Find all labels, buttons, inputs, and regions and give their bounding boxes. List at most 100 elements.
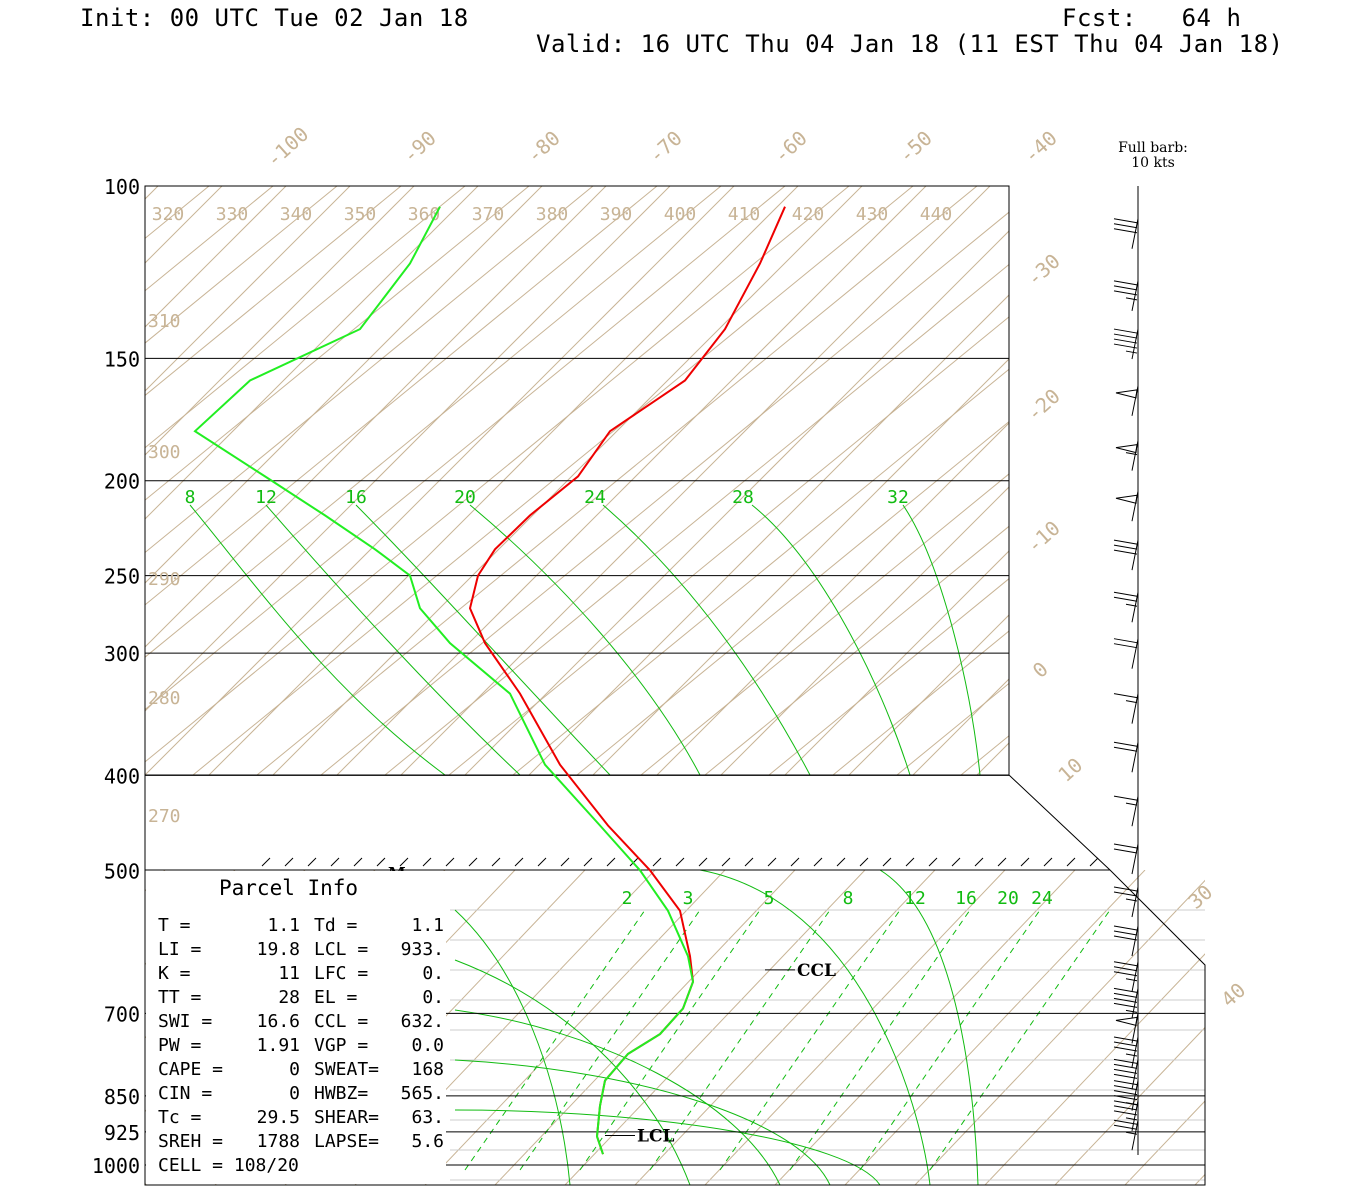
- barb-flag: [1113, 328, 1138, 334]
- isotherm-line: [145, 186, 415, 456]
- wind-barb: [1113, 328, 1139, 360]
- isotherm-line: [1194, 1173, 1205, 1185]
- parcel-value: 1.1: [267, 915, 300, 936]
- isotherm-line: [0, 870, 95, 1185]
- theta-label: 430: [856, 204, 889, 225]
- barb-flag: [1113, 1105, 1138, 1111]
- theta-label: 410: [728, 204, 761, 225]
- parcel-key: LFC =: [314, 963, 368, 984]
- barb-legend: Full barb:10 kts: [1118, 140, 1188, 171]
- mixing-ratio-curve: [355, 504, 611, 775]
- barb-shaft: [1131, 1080, 1139, 1111]
- isotherm-line: [784, 550, 1009, 775]
- barb-half-flag: [1125, 1131, 1138, 1135]
- barb-flag: [1113, 1073, 1138, 1079]
- barb-half-flag: [1125, 297, 1138, 301]
- barb-flag: [1113, 891, 1138, 897]
- barb-pennant: [1115, 1016, 1138, 1026]
- isotherm-line: [774, 870, 1076, 1185]
- parcel-value: 632.: [401, 1011, 444, 1032]
- pressure-tick-label: 150: [104, 347, 140, 371]
- barb-flag: [1113, 596, 1138, 602]
- parcel-key: Tc =: [158, 1107, 202, 1128]
- barb-flag: [1113, 333, 1138, 339]
- barb-shaft: [1131, 540, 1139, 571]
- dry-adiabat-line: [768, 578, 1009, 775]
- isotherm-line: [914, 879, 1205, 1185]
- barb-flag: [1113, 285, 1138, 291]
- wind-barb: [1113, 1100, 1139, 1131]
- barb-half-flag: [1125, 350, 1138, 354]
- hatch-mark: [514, 857, 524, 867]
- mixing-ratio-label: 2: [622, 888, 633, 909]
- parcel-value: 16.6: [257, 1011, 300, 1032]
- dry-adiabat-line: [0, 186, 17, 775]
- isotherm-label: -60: [769, 126, 812, 168]
- wind-barb: [1113, 925, 1139, 957]
- parcel-value: 933.: [401, 939, 444, 960]
- pressure-tick-label: 300: [104, 642, 140, 666]
- moist-adiabat-curve: [454, 909, 571, 1185]
- isotherm-line: [1054, 1026, 1205, 1185]
- barb-flag: [1113, 1046, 1138, 1052]
- isotherm-label: -30: [1022, 249, 1065, 291]
- hatch-mark: [698, 857, 708, 867]
- upper-mixing-ratio: [189, 504, 981, 775]
- barb-half-flag: [1125, 452, 1138, 456]
- isotherm-line: [0, 870, 25, 1185]
- theta-label: 340: [280, 204, 313, 225]
- wind-barb: [1113, 795, 1139, 827]
- barb-flag: [1113, 925, 1138, 931]
- barb-shaft: [1131, 280, 1139, 311]
- barb-shaft: [1131, 218, 1139, 249]
- barb-flag: [1113, 544, 1138, 550]
- hatch-mark: [767, 857, 777, 867]
- hatch-mark: [307, 857, 317, 867]
- theta-label: 350: [344, 204, 377, 225]
- wind-barb: [1113, 1036, 1139, 1068]
- mixing-ratio-dashed: [519, 909, 701, 1171]
- parcel-value: 28: [278, 987, 300, 1008]
- mixing-ratio-label: 12: [255, 487, 277, 508]
- isotherm-line: [424, 870, 726, 1185]
- mixing-ratio-dashed: [649, 909, 831, 1171]
- dry-adiabat-line: [704, 525, 1009, 775]
- theta-label: 330: [216, 204, 249, 225]
- isotherm-label: -50: [894, 126, 937, 168]
- hatch-mark: [445, 857, 455, 867]
- hatch-mark: [1089, 857, 1099, 867]
- lower-mixing-ratio: [454, 870, 1111, 1185]
- mixing-ratio-label: 20: [997, 888, 1019, 909]
- barb-shaft: [1131, 1036, 1139, 1068]
- wind-barb: [1113, 987, 1139, 1019]
- dewpoint-profile: [193, 206, 695, 1155]
- barb-shaft: [1131, 988, 1139, 1019]
- isotherm-label: -100: [261, 122, 313, 172]
- parcel-key: CCL =: [314, 1011, 368, 1032]
- ccl-label: CCL: [797, 961, 836, 981]
- hatch-mark: [1020, 857, 1030, 867]
- hatch-mark: [882, 857, 892, 867]
- isotherm-label: -10: [1022, 516, 1065, 558]
- isotherm-line: [720, 486, 1009, 775]
- mixing-ratio-dashed: [464, 909, 646, 1171]
- barb-legend-line1: Full barb:: [1118, 140, 1188, 156]
- parcel-key: T =: [158, 915, 191, 936]
- wind-barb: [1113, 218, 1139, 249]
- parcel-value: 29.5: [257, 1107, 300, 1128]
- dry-adiabat-line: [145, 186, 402, 397]
- isotherm-line: [634, 870, 936, 1185]
- barb-flag: [1113, 1041, 1138, 1047]
- barb-half-flag: [1125, 1053, 1138, 1057]
- barb-flag: [1113, 1119, 1138, 1125]
- wind-barb: [1113, 741, 1139, 773]
- barb-pennant: [1115, 494, 1138, 504]
- wind-barb: [1113, 886, 1139, 918]
- isotherm-label: 30: [1183, 880, 1217, 914]
- hatch-mark: [560, 857, 570, 867]
- barb-legend-line2: 10 kts: [1131, 155, 1175, 171]
- wind-barb: [1115, 1013, 1139, 1044]
- parcel-info-box: Parcel Info T = 1.1 Td = 1.1 LI = 19.8 LCL = 933…: [146, 871, 446, 1184]
- dry-adiabat-line: [832, 630, 1009, 775]
